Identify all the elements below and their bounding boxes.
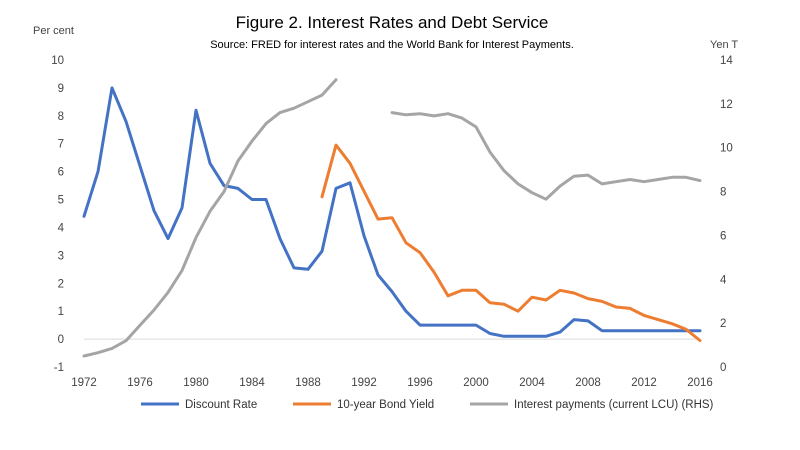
x-tick-label: 1984 bbox=[239, 377, 265, 389]
y-tick-label: 5 bbox=[58, 195, 64, 207]
series-line-2 bbox=[320, 143, 702, 342]
x-tick-label: 2012 bbox=[631, 377, 657, 389]
y-tick-label: 8 bbox=[58, 111, 64, 123]
x-tick-label: 1988 bbox=[295, 377, 321, 389]
chart-title: Figure 2. Interest Rates and Debt Servic… bbox=[236, 13, 549, 32]
y-tick-label: -1 bbox=[54, 362, 64, 374]
y-tick-label: 1 bbox=[58, 306, 64, 318]
y2-tick-label: 14 bbox=[720, 55, 733, 67]
y2-tick-label: 4 bbox=[720, 274, 727, 286]
y-tick-label: 9 bbox=[58, 83, 64, 95]
y2-axis-label: Yen T bbox=[710, 39, 738, 51]
x-tick-label: 1980 bbox=[183, 377, 209, 389]
x-tick-label: 1972 bbox=[71, 377, 97, 389]
y2-tick-label: 0 bbox=[720, 362, 726, 374]
x-axis-ticks: 1972 1976 1980 1984 1988 1992 1996 2000 2004 2008… bbox=[71, 377, 713, 389]
y2-axis-ticks: 14 12 10 8 6 4 2 0 bbox=[720, 55, 733, 374]
y-axis-label: Per cent bbox=[33, 25, 74, 37]
x-tick-label: 2004 bbox=[519, 377, 545, 389]
y-tick-label: 7 bbox=[58, 139, 64, 151]
x-tick-label: 2008 bbox=[575, 377, 601, 389]
series-line-1 bbox=[82, 86, 702, 338]
y-tick-label: 10 bbox=[51, 55, 64, 67]
y2-tick-label: 10 bbox=[720, 143, 733, 155]
y-tick-label: 6 bbox=[58, 167, 64, 179]
y-tick-label: 4 bbox=[58, 222, 65, 234]
x-tick-label: 2016 bbox=[687, 377, 713, 389]
y2-tick-label: 2 bbox=[720, 318, 726, 330]
series-line-3 bbox=[82, 78, 702, 358]
y2-tick-label: 6 bbox=[720, 230, 726, 242]
y-tick-label: 3 bbox=[58, 250, 64, 262]
legend-entry: Discount Rate bbox=[185, 399, 257, 411]
x-tick-label: 2000 bbox=[463, 377, 489, 389]
y-tick-label: 0 bbox=[58, 334, 64, 346]
legend-entry: 10-year Bond Yield bbox=[337, 399, 434, 411]
x-tick-label: 1996 bbox=[407, 377, 433, 389]
y2-tick-label: 8 bbox=[720, 187, 726, 199]
legend: Discount Rate 10-year Bond Yield Interest … bbox=[141, 399, 714, 411]
x-tick-label: 1992 bbox=[351, 377, 377, 389]
chart-subtitle: Source: FRED for interest rates and the … bbox=[210, 39, 574, 51]
y2-tick-label: 12 bbox=[720, 99, 733, 111]
legend-entry: Interest payments (current LCU) (RHS) bbox=[514, 399, 714, 411]
x-tick-label: 1976 bbox=[127, 377, 153, 389]
series-lines bbox=[82, 78, 702, 358]
y-tick-label: 2 bbox=[58, 278, 64, 290]
